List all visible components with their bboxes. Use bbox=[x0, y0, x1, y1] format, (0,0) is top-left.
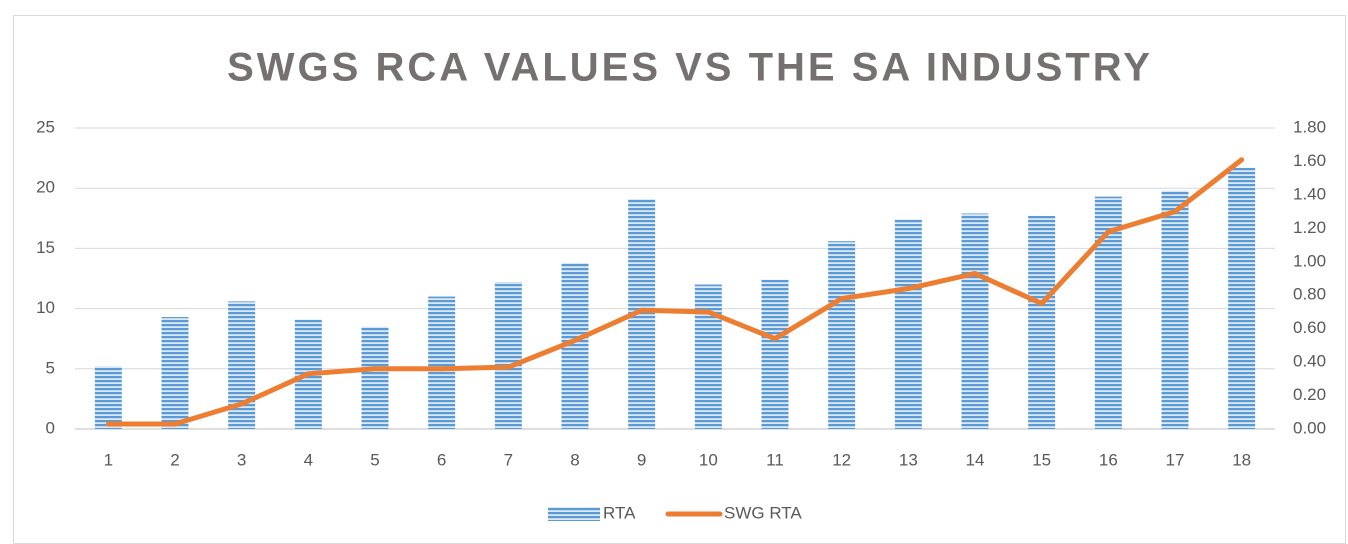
legend-label: RTA bbox=[603, 503, 636, 522]
y-tick-label: 0 bbox=[46, 418, 55, 437]
bar bbox=[361, 326, 389, 429]
y2-tick-label: 0.80 bbox=[1293, 285, 1326, 304]
x-tick-label: 5 bbox=[370, 450, 379, 469]
bar bbox=[1228, 167, 1256, 429]
bar bbox=[894, 219, 922, 429]
x-tick-label: 9 bbox=[637, 450, 646, 469]
y2-tick-label: 1.40 bbox=[1293, 184, 1326, 203]
x-tick-label: 2 bbox=[170, 450, 179, 469]
bar bbox=[161, 317, 189, 429]
bar bbox=[694, 284, 722, 429]
bar bbox=[94, 366, 122, 429]
y2-tick-label: 0.40 bbox=[1293, 352, 1326, 371]
chart-frame bbox=[13, 15, 1346, 544]
line bbox=[105, 157, 1245, 427]
x-tick-label: 8 bbox=[570, 450, 579, 469]
y2-tick-label: 1.00 bbox=[1293, 251, 1326, 270]
x-tick-label: 6 bbox=[437, 450, 446, 469]
y2-tick-label: 0.00 bbox=[1293, 418, 1326, 437]
bar bbox=[428, 296, 456, 429]
x-tick-label: 15 bbox=[1032, 450, 1051, 469]
bar bbox=[828, 241, 856, 429]
x-tick-label: 3 bbox=[237, 450, 246, 469]
y2-tick-label: 1.20 bbox=[1293, 218, 1326, 237]
bar bbox=[1161, 190, 1189, 429]
x-tick-label: 11 bbox=[766, 450, 784, 469]
x-tick-label: 14 bbox=[966, 450, 985, 469]
bar bbox=[228, 301, 256, 429]
x-tick-label: 17 bbox=[1166, 450, 1185, 469]
x-tick-label: 18 bbox=[1232, 450, 1251, 469]
legend-label: SWG RTA bbox=[724, 503, 802, 522]
y2-tick-label: 1.80 bbox=[1293, 117, 1326, 136]
y2-tick-label: 0.20 bbox=[1293, 385, 1326, 404]
x-tick-label: 12 bbox=[832, 450, 851, 469]
bar bbox=[494, 282, 522, 429]
bar bbox=[1094, 196, 1122, 429]
y-tick-label: 10 bbox=[36, 298, 55, 317]
y-tick-label: 15 bbox=[36, 238, 55, 257]
x-tick-label: 1 bbox=[104, 450, 113, 469]
bar bbox=[1028, 215, 1056, 429]
y-tick-label: 20 bbox=[36, 178, 55, 197]
x-tick-label: 10 bbox=[699, 450, 718, 469]
legend-swatch bbox=[548, 507, 600, 521]
y-tick-label: 25 bbox=[36, 117, 55, 136]
x-tick-label: 7 bbox=[504, 450, 513, 469]
y2-tick-label: 0.60 bbox=[1293, 318, 1326, 337]
y-tick-label: 5 bbox=[46, 358, 55, 377]
bar bbox=[961, 213, 989, 429]
x-tick-label: 13 bbox=[899, 450, 918, 469]
chart-title: SWGS RCA VALUES VS THE SA INDUSTRY bbox=[227, 46, 1153, 90]
x-tick-label: 16 bbox=[1099, 450, 1118, 469]
y2-tick-label: 1.60 bbox=[1293, 151, 1326, 170]
bar bbox=[761, 279, 789, 429]
x-tick-label: 4 bbox=[304, 450, 313, 469]
